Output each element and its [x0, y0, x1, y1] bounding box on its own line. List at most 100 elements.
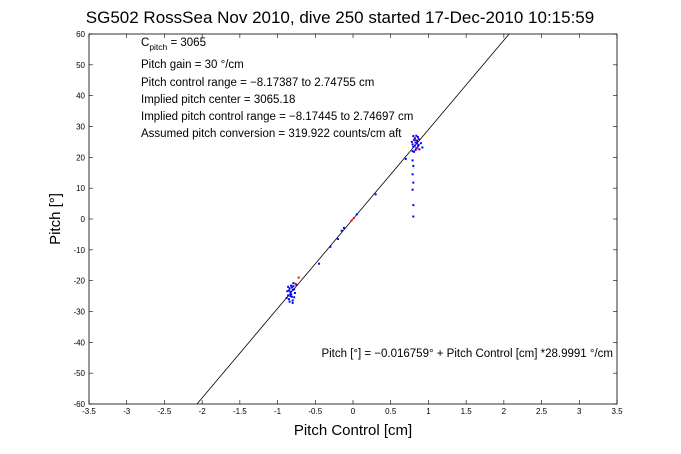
data-point: [288, 300, 291, 303]
x-axis: -3.5 -3 -2.5 -2 -1.5 -1 -0.5 0 0.5 1 1.5 2 2.5 3 3.5: [82, 34, 623, 416]
y-axis-label: Pitch [°]: [47, 193, 64, 245]
y-tick-label: -20: [73, 277, 85, 286]
x-tick-label: -3.5: [82, 407, 96, 416]
data-point: [412, 135, 415, 138]
data-point: [414, 141, 417, 144]
data-point: [416, 139, 419, 142]
c-pitch-value: = 3065: [167, 37, 206, 49]
annotation-assumed-conversion: Assumed pitch conversion = 319.922 count…: [141, 128, 402, 140]
data-point: [412, 215, 415, 218]
data-point: [287, 285, 290, 288]
y-tick-label: 10: [76, 184, 85, 193]
data-point: [292, 285, 295, 288]
data-point: [290, 284, 293, 287]
data-point: [286, 290, 289, 293]
data-point: [413, 144, 416, 147]
x-tick-label: 1: [426, 407, 431, 416]
data-point: [413, 139, 416, 142]
data-point: [412, 204, 415, 207]
data-point: [285, 296, 288, 299]
data-point: [293, 292, 296, 294]
data-point: [287, 294, 290, 297]
x-tick-label: 0: [351, 407, 356, 416]
data-point: [418, 148, 421, 151]
x-tick-label: -1: [274, 407, 282, 416]
y-tick-label: -10: [73, 246, 85, 255]
c-pitch-main: C: [141, 37, 149, 49]
data-point: [417, 138, 420, 141]
x-tick-label: 0.5: [385, 407, 397, 416]
data-point: [352, 217, 355, 220]
x-tick-label: 2.5: [536, 407, 548, 416]
y-tick-label: 50: [76, 61, 85, 70]
annotation-c-pitch: Cpitch = 3065: [141, 37, 206, 52]
data-point: [413, 137, 416, 140]
x-tick-label: 1.5: [461, 407, 473, 416]
data-point: [350, 219, 353, 222]
data-point: [290, 293, 293, 296]
annotations: Cpitch = 3065 Pitch gain = 30 °/cm Pitch…: [141, 37, 613, 360]
data-point: [412, 164, 415, 167]
x-tick-label: 2: [502, 407, 507, 416]
data-point: [342, 226, 345, 229]
data-point: [289, 295, 292, 298]
data-point: [411, 159, 414, 162]
x-tick-label: -2: [199, 407, 207, 416]
data-point: [413, 150, 416, 153]
data-point: [318, 262, 321, 265]
data-point: [421, 146, 424, 149]
data-point: [414, 139, 417, 142]
data-point: [411, 173, 414, 176]
data-point: [287, 289, 290, 292]
data-point: [293, 288, 296, 291]
x-tick-label: -3: [123, 407, 131, 416]
data-point: [411, 188, 414, 191]
data-point: [355, 213, 358, 216]
data-point: [291, 288, 294, 291]
data-point: [291, 301, 294, 304]
y-tick-label: 0: [81, 215, 86, 224]
y-tick-label: 60: [76, 30, 85, 39]
data-point: [374, 193, 377, 196]
data-point: [292, 282, 295, 285]
data-point: [412, 145, 415, 148]
data-point: [287, 298, 290, 301]
data-point: [294, 282, 297, 285]
c-pitch-sub: pitch: [149, 42, 167, 52]
data-point: [416, 145, 419, 148]
annotation-implied-center: Implied pitch center = 3065.18: [141, 94, 295, 106]
data-point: [290, 286, 293, 289]
y-tick-label: 20: [76, 153, 85, 162]
x-tick-label: 3.5: [611, 407, 623, 416]
y-tick-label: 40: [76, 92, 85, 101]
annotation-control-range: Pitch control range = −8.17387 to 2.7475…: [141, 77, 374, 89]
data-point: [297, 276, 300, 279]
data-point: [411, 143, 414, 146]
data-point: [289, 290, 292, 293]
data-point: [288, 287, 291, 290]
data-point: [336, 238, 339, 241]
data-point: [290, 295, 293, 298]
data-point: [412, 181, 415, 184]
data-point: [340, 229, 343, 232]
data-point: [410, 140, 413, 143]
x-tick-label: 3: [577, 407, 582, 416]
x-axis-label: Pitch Control [cm]: [294, 422, 412, 439]
data-point: [329, 245, 332, 248]
x-tick-label: -0.5: [308, 407, 322, 416]
data-point: [404, 157, 407, 160]
y-tick-label: -30: [73, 308, 85, 317]
annotation-pitch-gain: Pitch gain = 30 °/cm: [141, 59, 244, 71]
data-point: [295, 283, 298, 286]
data-point: [293, 296, 296, 299]
data-point: [416, 147, 419, 150]
data-point: [415, 134, 418, 137]
x-tick-label: -1.5: [233, 407, 247, 416]
y-tick-label: -50: [73, 369, 85, 378]
x-tick-label: -2.5: [158, 407, 172, 416]
data-point: [414, 148, 417, 151]
data-point: [416, 142, 419, 145]
y-tick-label: -40: [73, 338, 85, 347]
annotation-implied-range: Implied pitch control range = −8.17445 t…: [141, 111, 413, 123]
